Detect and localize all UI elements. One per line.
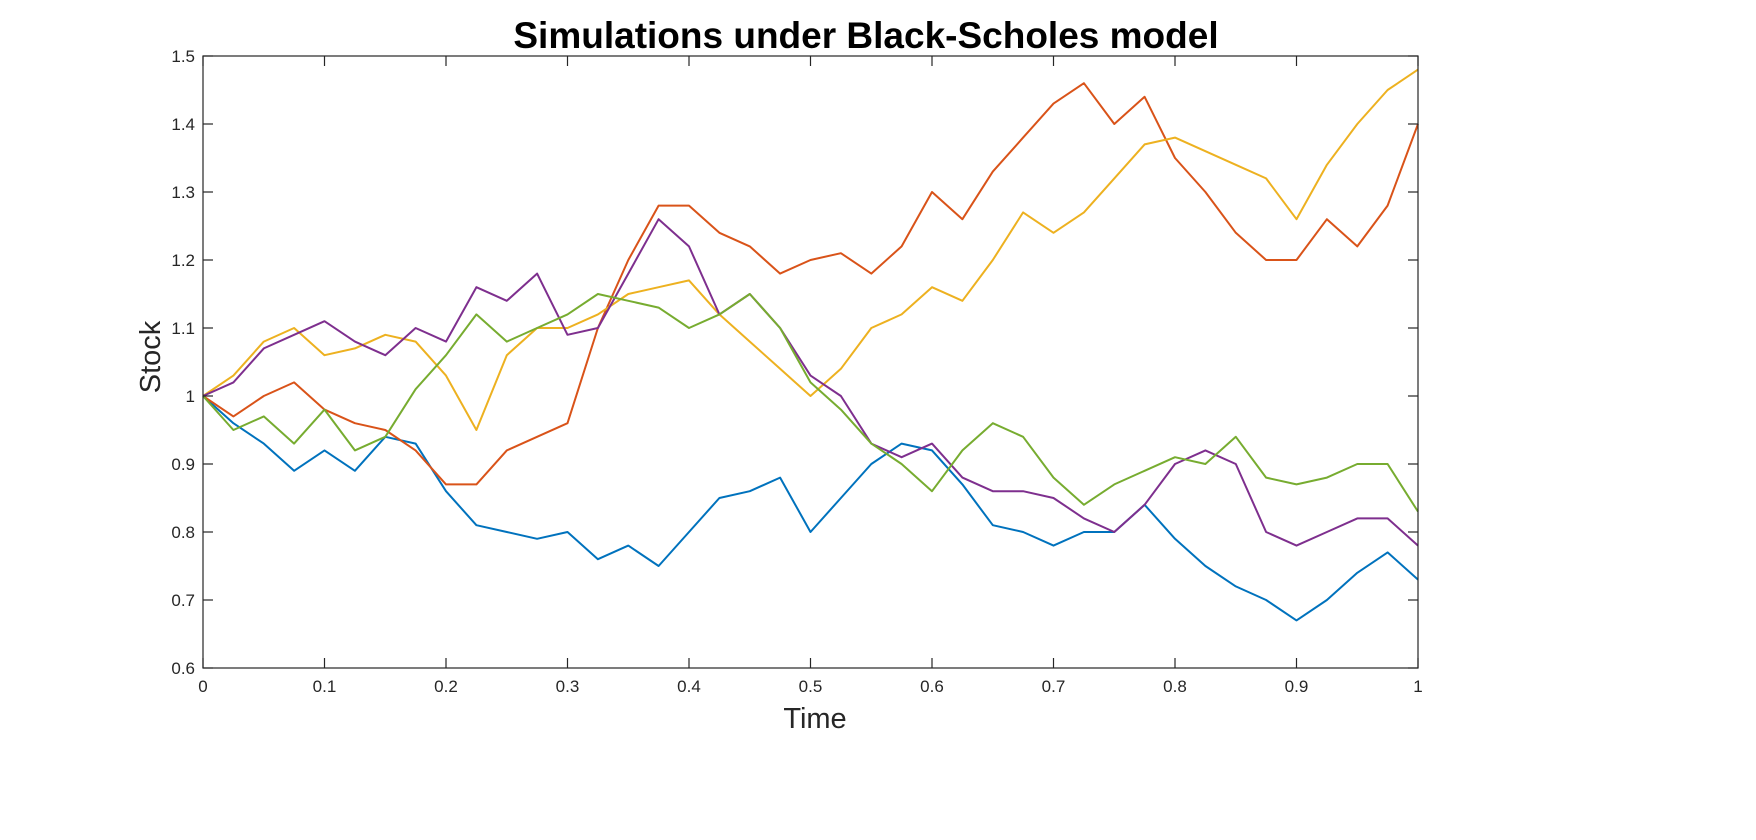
x-tick-label: 1	[1413, 677, 1422, 696]
y-tick-label: 1.5	[171, 47, 195, 66]
series-line-1	[202, 395, 1419, 622]
y-tick-label: 1.3	[171, 183, 195, 202]
x-tick-label: 0.7	[1042, 677, 1066, 696]
y-tick-label: 0.7	[171, 591, 195, 610]
y-tick-label: 0.8	[171, 523, 195, 542]
x-tick-label: 0.2	[434, 677, 458, 696]
y-tick-label: 1.4	[171, 115, 195, 134]
x-tick-label: 0.4	[677, 677, 701, 696]
x-tick-label: 0.5	[799, 677, 823, 696]
x-tick-label: 0	[198, 677, 207, 696]
y-tick-label: 1.2	[171, 251, 195, 270]
x-tick-label: 0.9	[1285, 677, 1309, 696]
series-group	[202, 68, 1419, 622]
y-tick-label: 1.1	[171, 319, 195, 338]
chart-title: Simulations under Black-Scholes model	[513, 15, 1218, 56]
y-tick-label: 1	[186, 387, 195, 406]
series-line-2	[202, 82, 1419, 486]
x-tick-label: 0.1	[313, 677, 337, 696]
x-tick-label: 0.3	[556, 677, 580, 696]
ticks-group: 0 0.1 0.2 0.3 0.4 0.5 0.6 0.7 0.8 0.9 1 0.6 0.7 0.8 0.…	[171, 47, 1422, 696]
series-line-5	[202, 293, 1419, 513]
x-tick-label: 0.6	[920, 677, 944, 696]
y-axis-label: Stock	[135, 320, 167, 393]
x-tick-label: 0.8	[1163, 677, 1187, 696]
y-tick-label: 0.9	[171, 455, 195, 474]
x-axis-label: Time	[783, 703, 846, 735]
series-line-3	[202, 68, 1419, 431]
plot-area	[202, 55, 1419, 669]
y-tick-label: 0.6	[171, 659, 195, 678]
